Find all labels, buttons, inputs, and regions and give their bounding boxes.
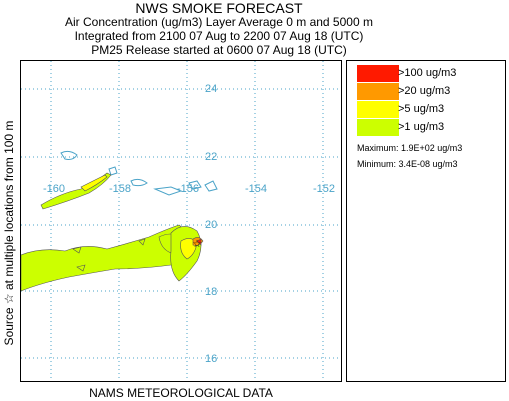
source-label: Source ☆ at multiple locations from 100 … bbox=[2, 120, 16, 346]
plume-tail-small bbox=[72, 246, 82, 254]
plume-level-1 bbox=[21, 172, 202, 292]
lat-label-16: 16 bbox=[205, 353, 217, 365]
lat-label-22: 22 bbox=[205, 151, 217, 163]
legend-minimum: Minimum: 3.4E-08 ug/m3 bbox=[357, 159, 458, 169]
plume-scatter-a bbox=[138, 238, 146, 246]
lon-label-minus156: -156 bbox=[177, 183, 199, 195]
legend-swatch-5 bbox=[357, 101, 399, 118]
legend-label-20: >20 ug/m3 bbox=[398, 85, 451, 97]
met-data-label: NAMS METEOROLOGICAL DATA bbox=[89, 386, 273, 400]
legend-swatch-100 bbox=[357, 65, 399, 82]
lon-label-minus160: -160 bbox=[43, 183, 65, 195]
legend-label-5: >5 ug/m3 bbox=[398, 103, 445, 115]
coast-gardner bbox=[153, 186, 183, 196]
coast-nihoa bbox=[60, 150, 78, 160]
lon-label-minus152: -152 bbox=[313, 183, 335, 195]
smoke-map: ☆ 24 22 20 18 16 -160 -158 -156 -154 -15… bbox=[21, 61, 341, 381]
graticule bbox=[21, 61, 341, 381]
plume-level-100 bbox=[196, 238, 202, 246]
map-panel: ☆ 24 22 20 18 16 -160 -158 -156 -154 -15… bbox=[20, 60, 342, 382]
plume-scatter-b bbox=[76, 264, 86, 272]
map-title: NWS SMOKE FORECAST bbox=[135, 0, 303, 16]
lat-label-20: 20 bbox=[205, 219, 217, 231]
plume-nw-inner bbox=[80, 174, 108, 192]
lat-label-18: 18 bbox=[205, 286, 217, 298]
legend-swatch-1 bbox=[357, 119, 399, 136]
coast-laysan bbox=[204, 180, 218, 192]
lon-label-minus154: -154 bbox=[245, 183, 267, 195]
coast-french-frigate bbox=[130, 178, 148, 187]
lon-label-minus158: -158 bbox=[109, 183, 131, 195]
legend-panel: >100 ug/m3 >20 ug/m3 >5 ug/m3 >1 ug/m3 M… bbox=[346, 60, 506, 382]
lat-label-24: 24 bbox=[205, 83, 217, 95]
subtitle-layer: Air Concentration (ug/m3) Layer Average … bbox=[65, 15, 373, 29]
legend-maximum: Maximum: 1.9E+02 ug/m3 bbox=[357, 143, 463, 153]
legend-swatch-20 bbox=[357, 83, 399, 100]
source-star-icon: ☆ bbox=[193, 239, 202, 250]
subtitle-integration: Integrated from 2100 07 Aug to 2200 07 A… bbox=[74, 29, 364, 43]
plume-core-red bbox=[196, 238, 202, 246]
coastlines bbox=[60, 150, 218, 196]
subtitle-release: PM25 Release started at 0600 07 Aug 18 (… bbox=[91, 43, 347, 57]
plume-northwest-band bbox=[40, 172, 112, 210]
legend-label-1: >1 ug/m3 bbox=[398, 121, 445, 133]
coast-maro bbox=[188, 180, 202, 190]
legend-label-100: >100 ug/m3 bbox=[398, 67, 457, 79]
coast-necker bbox=[108, 166, 118, 176]
